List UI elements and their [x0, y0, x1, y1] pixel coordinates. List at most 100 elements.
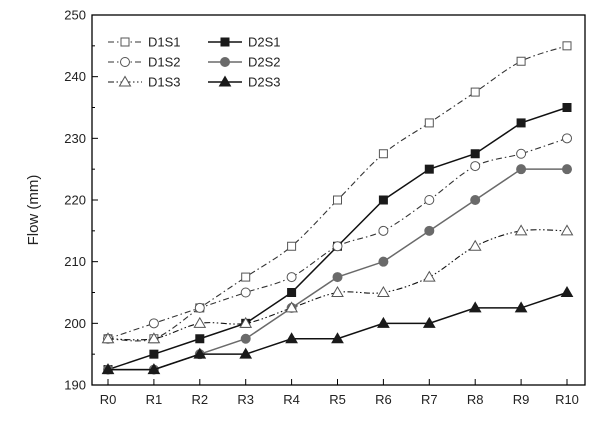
legend-label: D2S2 [248, 55, 281, 70]
legend: D1S1 D2S1 D1S2 D2S2 D1S3 D2S3 [108, 35, 281, 90]
data-point-d1s1 [333, 195, 342, 205]
data-point-d1s2 [332, 241, 343, 252]
data-point-d2s1 [287, 288, 297, 297]
data-point-d1s3 [193, 316, 207, 328]
legend-marker [220, 57, 230, 67]
y-tick-label: 210 [64, 254, 86, 269]
series-line-d1s3 [107, 229, 568, 341]
legend-entry-d1s2: D1S2 [108, 55, 181, 70]
data-point-d2s1 [195, 334, 205, 344]
legend-label: D2S3 [248, 75, 281, 90]
y-tick-label: 240 [64, 69, 86, 84]
y-tick-label: 190 [64, 378, 86, 393]
data-point-d1s2 [470, 161, 481, 172]
data-point-d1s2 [286, 272, 297, 283]
data-point-d1s3 [147, 332, 161, 344]
data-point-d2s1 [516, 118, 526, 128]
data-point-d2s1 [562, 103, 572, 112]
data-point-d2s3 [560, 286, 574, 297]
data-point-d1s1 [424, 118, 434, 128]
legend-label: D1S3 [148, 75, 181, 90]
data-point-d1s3 [560, 224, 574, 236]
data-point-d2s2 [562, 164, 572, 175]
legend-label: D2S1 [248, 35, 281, 50]
y-tick-label: 220 [64, 193, 86, 208]
legend-marker [220, 37, 230, 47]
legend-label: D1S1 [148, 35, 181, 50]
data-point-d1s3 [285, 301, 298, 313]
y-tick-label: 250 [64, 8, 86, 23]
series-d1s3 [101, 224, 574, 344]
data-point-d2s1 [424, 164, 434, 174]
series-line-d2s1 [107, 106, 568, 371]
legend-entry-d2s1: D2S1 [208, 35, 281, 50]
data-point-d1s1 [287, 241, 297, 251]
data-point-d1s3 [331, 286, 344, 297]
data-point-d2s3 [147, 363, 161, 375]
data-point-d2s1 [149, 349, 159, 359]
data-point-d2s3 [193, 347, 207, 359]
legend-marker [120, 57, 130, 67]
data-point-d1s3 [468, 239, 482, 251]
x-tick-label: R7 [421, 392, 438, 407]
legend-entry-d2s2: D2S2 [208, 55, 281, 70]
data-point-d1s1 [378, 149, 388, 159]
data-point-d1s1 [516, 56, 526, 66]
x-tick-label: R2 [191, 392, 208, 407]
data-point-d2s3 [101, 363, 115, 375]
data-point-d2s2 [378, 256, 389, 267]
data-point-d2s2 [240, 333, 251, 344]
data-point-d1s3 [239, 316, 253, 328]
data-point-d1s1 [562, 41, 572, 51]
series-d1s2 [103, 133, 572, 344]
data-point-d2s3 [285, 332, 298, 344]
axes-layer: 190 200 210 220 230 240 250 R0 R1 R2 R3 R4 R5 R6 R7 R8 R… [64, 8, 586, 407]
legend-marker [218, 75, 232, 87]
legend-marker [118, 75, 132, 87]
data-point-d1s2 [516, 148, 527, 159]
data-point-d1s2 [148, 318, 159, 329]
data-point-d2s2 [516, 164, 527, 175]
x-tick-label: R10 [555, 392, 579, 407]
data-point-d2s2 [470, 195, 481, 205]
legend-entry-d2s3: D2S3 [208, 75, 281, 90]
x-tick-label: R8 [467, 392, 484, 407]
legend-label: D1S2 [148, 55, 181, 70]
data-point-d1s3 [422, 270, 436, 282]
x-tick-label: R4 [283, 392, 300, 407]
x-tick-label: R3 [237, 392, 254, 407]
data-point-d1s2 [240, 287, 251, 298]
x-tick-label: R0 [100, 392, 117, 407]
data-point-d1s1 [241, 272, 251, 282]
data-point-d2s3 [422, 316, 436, 328]
data-point-d1s3 [514, 224, 528, 236]
data-point-d1s3 [377, 286, 390, 297]
data-point-d2s2 [332, 272, 343, 283]
data-point-d2s2 [424, 225, 435, 236]
data-point-d1s2 [424, 195, 435, 205]
data-point-d2s3 [377, 316, 390, 328]
data-point-d2s1 [470, 149, 480, 159]
data-point-d2s3 [239, 347, 253, 359]
series-layer [101, 41, 574, 375]
data-point-d2s1 [378, 195, 388, 205]
legend-marker [120, 37, 130, 47]
data-point-d1s1 [470, 87, 480, 97]
data-point-d2s3 [468, 301, 482, 313]
data-point-d2s3 [514, 301, 528, 313]
series-d1s1 [103, 41, 572, 344]
y-tick-label: 200 [64, 316, 86, 331]
data-point-d1s2 [194, 302, 205, 313]
series-line-d1s2 [107, 137, 568, 340]
x-tick-label: R6 [375, 392, 392, 407]
x-tick-label: R9 [513, 392, 530, 407]
data-point-d1s2 [562, 133, 572, 144]
legend-entry-d1s1: D1S1 [108, 35, 181, 50]
x-tick-label: R5 [329, 392, 346, 407]
data-point-d1s2 [378, 225, 389, 236]
legend-entry-d1s3: D1S3 [108, 75, 181, 90]
y-tick-label: 230 [64, 131, 86, 146]
data-point-d2s3 [331, 332, 344, 344]
data-point-d1s3 [101, 332, 115, 344]
